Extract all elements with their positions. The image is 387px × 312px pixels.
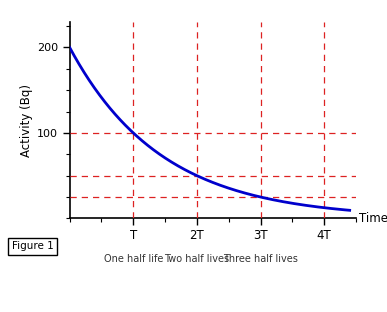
- Text: Time: Time: [359, 212, 387, 225]
- Text: T: T: [130, 229, 137, 242]
- Text: One half life: One half life: [104, 254, 163, 264]
- Text: 2T: 2T: [190, 229, 204, 242]
- Y-axis label: Activity (Bq): Activity (Bq): [20, 84, 33, 157]
- Text: 4T: 4T: [317, 229, 332, 242]
- Text: 3T: 3T: [253, 229, 268, 242]
- Text: Three half lives: Three half lives: [223, 254, 298, 264]
- Text: Figure 1: Figure 1: [12, 241, 53, 251]
- Text: Two half lives: Two half lives: [164, 254, 229, 264]
